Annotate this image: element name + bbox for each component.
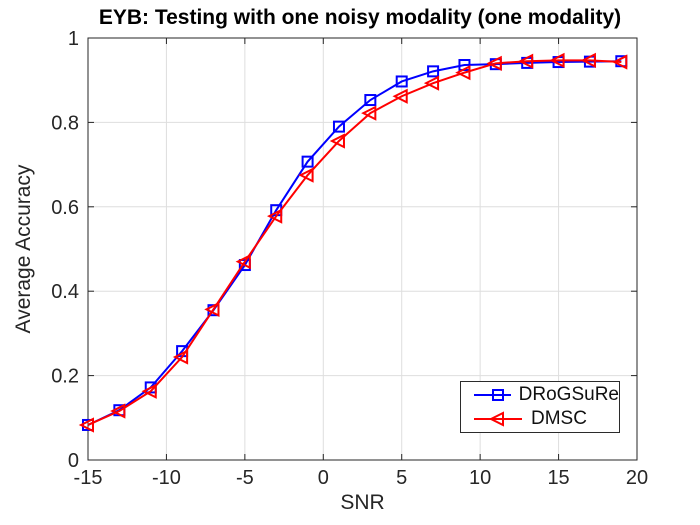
triangle-left-marker [423, 75, 440, 91]
series-line-DRoGSuRe [87, 60, 622, 426]
square-marker [395, 75, 408, 88]
y-tick-label: 0.6 [51, 197, 79, 219]
chart-title: EYB: Testing with one noisy modality (on… [98, 6, 622, 29]
x-tick-label: -15 [74, 467, 103, 489]
triangle-left-marker [235, 254, 251, 270]
square-marker [427, 65, 440, 78]
legend-label: DMSC [531, 408, 587, 430]
x-tick-label: 10 [469, 467, 491, 489]
square-marker [332, 120, 345, 133]
x-tick-label: 20 [626, 467, 648, 489]
legend-label: DRoGSuRe [518, 383, 619, 405]
square-icon [492, 388, 504, 401]
series-line-DMSC [87, 59, 622, 426]
triangle-left-marker [549, 52, 565, 68]
x-tick-label: 5 [396, 467, 407, 489]
triangle-left-marker [517, 53, 534, 69]
triangle-left-marker [486, 55, 502, 71]
x-tick-label: -10 [152, 467, 181, 489]
legend-entry-DMSC: DMSC [473, 407, 619, 431]
triangle-left-marker [455, 64, 471, 81]
legend-sample-square [474, 388, 511, 401]
y-tick-label: 0.8 [51, 112, 79, 134]
x-tick-label: 15 [547, 467, 569, 489]
y-tick-label: 0.2 [51, 366, 79, 388]
triangle-left-icon [488, 411, 504, 427]
square-marker [364, 94, 377, 107]
x-axis-label: SNR [340, 491, 385, 514]
triangle-left-marker [110, 403, 126, 419]
triangle-left-marker [298, 167, 314, 183]
triangle-left-marker [392, 88, 408, 104]
triangle-left-marker [266, 208, 283, 224]
legend: DRoGSuRe DMSC [460, 381, 620, 433]
triangle-left-marker [612, 54, 628, 70]
x-tick-label: -5 [236, 467, 254, 489]
square-marker [301, 155, 314, 168]
triangle-left-marker [172, 349, 189, 365]
triangle-left-marker [329, 133, 345, 149]
axis-box [87, 37, 638, 461]
triangle-left-marker [204, 301, 220, 317]
y-tick-label: 1 [68, 28, 79, 50]
legend-entry-DRoGSuRe: DRoGSuRe [473, 383, 619, 407]
triangle-left-marker [78, 417, 94, 433]
triangle-left-marker [141, 383, 157, 399]
y-tick-label: 0 [68, 450, 79, 472]
triangle-left-marker [361, 105, 377, 121]
y-axis-label: Average Accuracy [12, 164, 35, 334]
x-tick-label: 0 [318, 467, 329, 489]
triangle-left-marker [580, 52, 596, 68]
y-tick-label: 0.4 [51, 281, 79, 303]
legend-sample-triangle-left [474, 411, 522, 427]
